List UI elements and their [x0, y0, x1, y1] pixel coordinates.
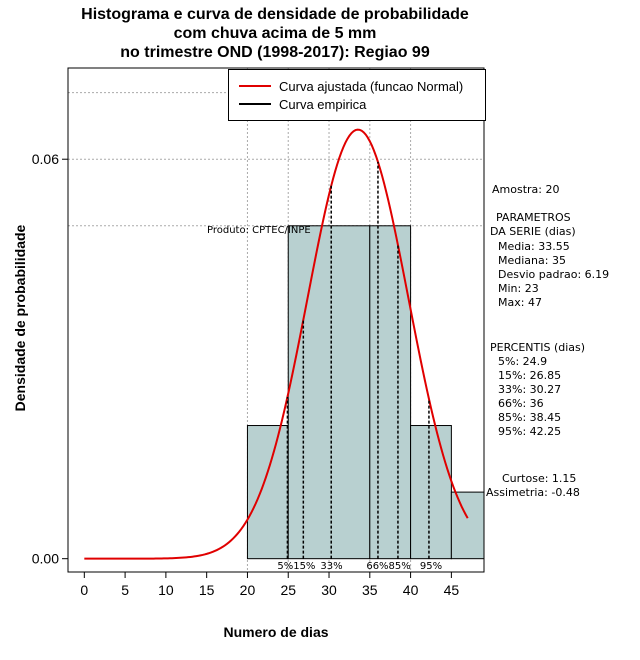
legend-item-normal-fit: Curva ajustada (funcao Normal) — [239, 78, 463, 94]
legend-swatch-red — [239, 85, 271, 87]
percentile-axis-label-2: 66%85% — [366, 561, 410, 572]
stat-amostra: Amostra: 20 — [492, 183, 560, 196]
percentile-axis-label-3: 95% — [420, 561, 442, 572]
legend-label-empirical: Curva empirica — [279, 96, 367, 112]
y-tick-label-1: 0.06 — [32, 151, 59, 167]
legend-item-empirical: Curva empirica — [239, 96, 366, 112]
histogram-bar-1 — [287, 225, 371, 560]
percentile-axis-label-0: 5%15% — [277, 561, 315, 572]
x-tick-label-5: 5 — [121, 582, 129, 598]
stat-p66: 66%: 36 — [498, 397, 544, 410]
x-tick-label-20: 20 — [240, 582, 256, 598]
x-tick-label-45: 45 — [444, 582, 460, 598]
x-axis-label: Numero de dias — [223, 624, 329, 640]
stat-p33: 33%: 30.27 — [498, 383, 562, 396]
histogram-bar-0 — [246, 425, 289, 560]
stat-p95: 95%: 42.25 — [498, 425, 562, 438]
x-tick-label-15: 15 — [199, 582, 215, 598]
x-tick-label-25: 25 — [280, 582, 296, 598]
plot-frame — [67, 67, 485, 573]
stat-percentis-header: PERCENTIS (dias) — [490, 341, 586, 354]
chart-title-line-2: com chuva acima de 5 mm — [173, 25, 377, 42]
histogram-bar-4 — [450, 491, 485, 560]
y-axis-label: Densidade de probabilidade — [12, 224, 28, 412]
stat-curtose: Curtose: 1.15 — [502, 472, 577, 485]
stat-param-header-2: DA SERIE (dias) — [490, 225, 576, 238]
product-label: Produto: CPTEC/INPE — [207, 225, 311, 236]
stat-min: Min: 23 — [498, 282, 539, 295]
chart-title-line-3: no trimestre OND (1998-2017): Regiao 99 — [120, 44, 430, 61]
x-tick-label-10: 10 — [158, 582, 174, 598]
legend-label-normal-fit: Curva ajustada (funcao Normal) — [279, 78, 464, 94]
y-tick-label-0: 0.00 — [32, 551, 59, 567]
x-tick-label-30: 30 — [321, 582, 337, 598]
stat-mediana: Mediana: 35 — [498, 254, 566, 267]
stat-param-header-1: PARAMETROS — [496, 211, 571, 224]
histogram-bar-2 — [369, 225, 412, 560]
stat-p15: 15%: 26.85 — [498, 369, 562, 382]
chart-title-line-1: Histograma e curva de densidade de proba… — [81, 6, 469, 23]
x-tick-label-0: 0 — [80, 582, 88, 598]
stat-p5: 5%: 24.9 — [498, 355, 548, 368]
stat-media: Media: 33.55 — [498, 240, 570, 253]
legend: Curva ajustada (funcao Normal) Curva emp… — [228, 69, 486, 121]
stat-p85: 85%: 38.45 — [498, 411, 562, 424]
x-tick-label-35: 35 — [362, 582, 378, 598]
stat-desvio: Desvio padrao: 6.19 — [498, 268, 610, 281]
percentile-axis-label-1: 33% — [320, 561, 342, 572]
stat-assimetria: Assimetria: -0.48 — [486, 486, 580, 499]
normal-fit-curve — [84, 128, 469, 560]
histogram-bar-3 — [410, 425, 452, 560]
stat-max: Max: 47 — [498, 296, 542, 309]
x-tick-label-40: 40 — [403, 582, 419, 598]
legend-swatch-black — [239, 103, 271, 105]
